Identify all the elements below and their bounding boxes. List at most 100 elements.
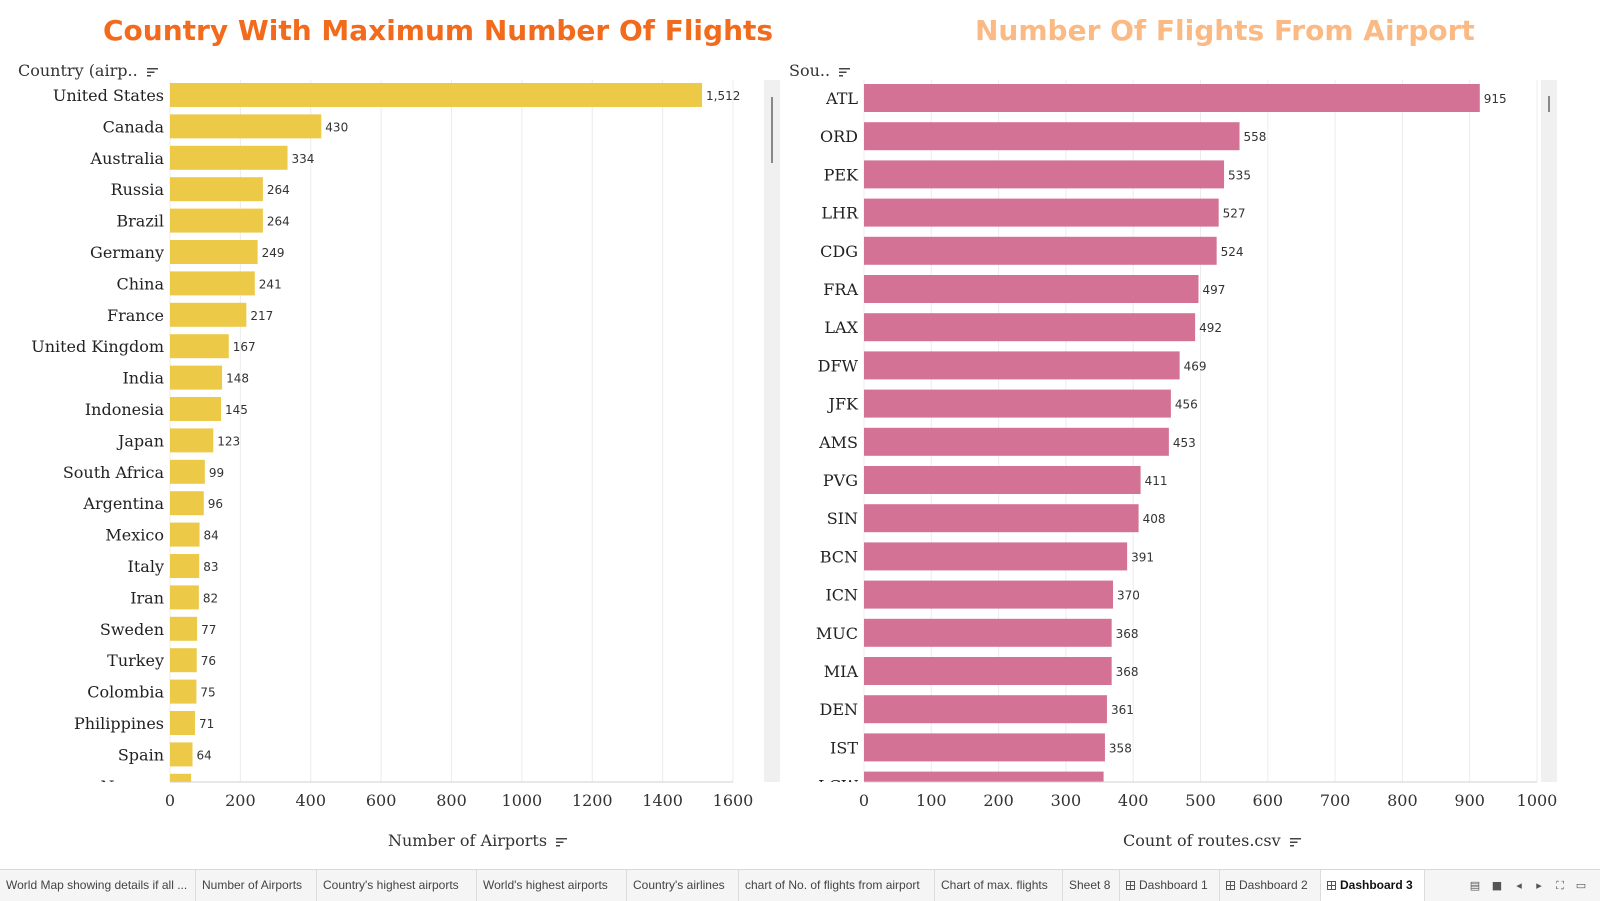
category-label[interactable]: IST — [830, 738, 858, 757]
bar[interactable] — [864, 160, 1225, 189]
bar[interactable] — [170, 177, 263, 202]
bar[interactable] — [864, 275, 1199, 303]
category-label[interactable]: MUC — [816, 624, 858, 643]
category-label[interactable]: Brazil — [116, 212, 164, 231]
bar[interactable] — [170, 428, 214, 453]
bar[interactable] — [864, 84, 1480, 112]
bar[interactable] — [170, 616, 198, 641]
bar[interactable] — [864, 122, 1240, 151]
bar[interactable] — [170, 208, 263, 233]
tab-view-icon[interactable]: ■ — [1491, 879, 1503, 892]
bar[interactable] — [170, 240, 258, 264]
bar[interactable] — [170, 271, 255, 296]
category-label[interactable]: Japan — [116, 431, 164, 450]
tab-dashboard-3[interactable]: Dashboard 3 — [1321, 870, 1425, 901]
bar[interactable] — [170, 145, 288, 170]
prev-sheet-icon[interactable]: ◂ — [1516, 879, 1522, 892]
category-label[interactable]: BCN — [820, 547, 858, 566]
category-label[interactable]: ICN — [825, 586, 858, 605]
right-scroll-thumb[interactable] — [1548, 96, 1550, 112]
bar[interactable] — [864, 427, 1169, 456]
right-scrollbar[interactable] — [1541, 80, 1557, 782]
fit-icon[interactable]: ⛶ — [1556, 879, 1564, 892]
left-scrollbar[interactable] — [764, 80, 780, 782]
bar[interactable] — [864, 580, 1114, 609]
category-label[interactable]: Russia — [111, 180, 165, 199]
left-field-header[interactable]: Country (airp.. — [18, 61, 159, 80]
tab-chart-flights-from-airport[interactable]: chart of No. of flights from airport — [739, 870, 935, 901]
tab-sheet-8[interactable]: Sheet 8 — [1063, 870, 1120, 901]
category-label[interactable]: ATL — [825, 89, 858, 108]
bar[interactable] — [864, 618, 1112, 647]
filmstrip-view-icon[interactable]: ▤ — [1469, 879, 1481, 892]
bar[interactable] — [864, 657, 1112, 685]
bar[interactable] — [170, 679, 197, 704]
bar[interactable] — [864, 236, 1217, 265]
bar[interactable] — [864, 504, 1139, 533]
bar[interactable] — [170, 522, 200, 547]
category-label[interactable]: SIN — [827, 509, 858, 528]
sort-icon[interactable] — [146, 67, 159, 77]
bar[interactable] — [170, 397, 222, 421]
category-label[interactable]: Germany — [90, 243, 164, 262]
bar[interactable] — [864, 542, 1128, 571]
tab-chart-max-flights[interactable]: Chart of max. flights — [935, 870, 1063, 901]
bar[interactable] — [170, 459, 205, 484]
category-label[interactable]: France — [107, 306, 164, 325]
tab-number-of-airports[interactable]: Number of Airports — [196, 870, 317, 901]
category-label[interactable]: DFW — [818, 356, 859, 375]
bar[interactable] — [864, 389, 1171, 418]
bar[interactable] — [864, 198, 1219, 227]
category-label[interactable]: Iran — [130, 588, 164, 607]
category-label[interactable]: South Africa — [63, 463, 165, 482]
category-label[interactable]: Mexico — [105, 526, 164, 545]
bar[interactable] — [170, 302, 247, 327]
right-field-header[interactable]: Sou.. — [789, 61, 851, 80]
bar[interactable] — [170, 83, 703, 107]
next-sheet-icon[interactable]: ▸ — [1536, 879, 1542, 892]
category-label[interactable]: PEK — [824, 165, 859, 184]
category-label[interactable]: Canada — [103, 117, 165, 136]
category-label[interactable]: India — [122, 369, 164, 388]
category-label[interactable]: ORD — [820, 127, 858, 146]
category-label[interactable]: CDG — [820, 242, 858, 261]
category-label[interactable]: LAX — [824, 318, 858, 337]
category-label[interactable]: United States — [53, 86, 164, 105]
category-label[interactable]: LHR — [821, 204, 859, 223]
category-label[interactable]: AMS — [818, 433, 858, 452]
category-label[interactable]: Australia — [90, 149, 165, 168]
tab-countrys-airlines[interactable]: Country's airlines — [627, 870, 739, 901]
bar[interactable] — [170, 648, 197, 673]
category-label[interactable]: PVG — [823, 471, 858, 490]
bar[interactable] — [170, 491, 204, 516]
bar[interactable] — [864, 351, 1180, 380]
bar[interactable] — [170, 742, 193, 767]
right-axis-title-group[interactable]: Count of routes.csv — [1123, 831, 1302, 850]
tab-dashboard-1[interactable]: Dashboard 1 — [1120, 870, 1220, 901]
bar[interactable] — [864, 695, 1107, 724]
category-label[interactable]: Argentina — [82, 494, 164, 513]
bar[interactable] — [170, 334, 229, 359]
bar[interactable] — [170, 585, 199, 610]
bar[interactable] — [864, 733, 1105, 762]
bar[interactable] — [864, 466, 1141, 494]
category-label[interactable]: Turkey — [107, 651, 164, 670]
category-label[interactable]: Spain — [118, 745, 164, 764]
category-label[interactable]: JFK — [827, 395, 860, 414]
category-label[interactable]: China — [116, 274, 164, 293]
tab-worlds-highest-airports[interactable]: World's highest airports — [477, 870, 627, 901]
bar[interactable] — [170, 114, 322, 139]
category-label[interactable]: MIA — [824, 662, 859, 681]
category-label[interactable]: United Kingdom — [31, 337, 164, 356]
bar[interactable] — [170, 554, 200, 578]
category-label[interactable]: Italy — [128, 557, 164, 576]
category-label[interactable]: Colombia — [87, 683, 164, 702]
left-axis-title-group[interactable]: Number of Airports — [388, 831, 568, 850]
tab-world-map[interactable]: World Map showing details if all ... — [0, 870, 196, 901]
tab-countrys-highest-airports[interactable]: Country's highest airports — [317, 870, 477, 901]
sort-icon[interactable] — [1289, 837, 1302, 847]
category-label[interactable]: Sweden — [100, 620, 164, 639]
category-label[interactable]: Indonesia — [85, 400, 165, 419]
bar[interactable] — [170, 711, 195, 735]
category-label[interactable]: Philippines — [74, 714, 164, 733]
